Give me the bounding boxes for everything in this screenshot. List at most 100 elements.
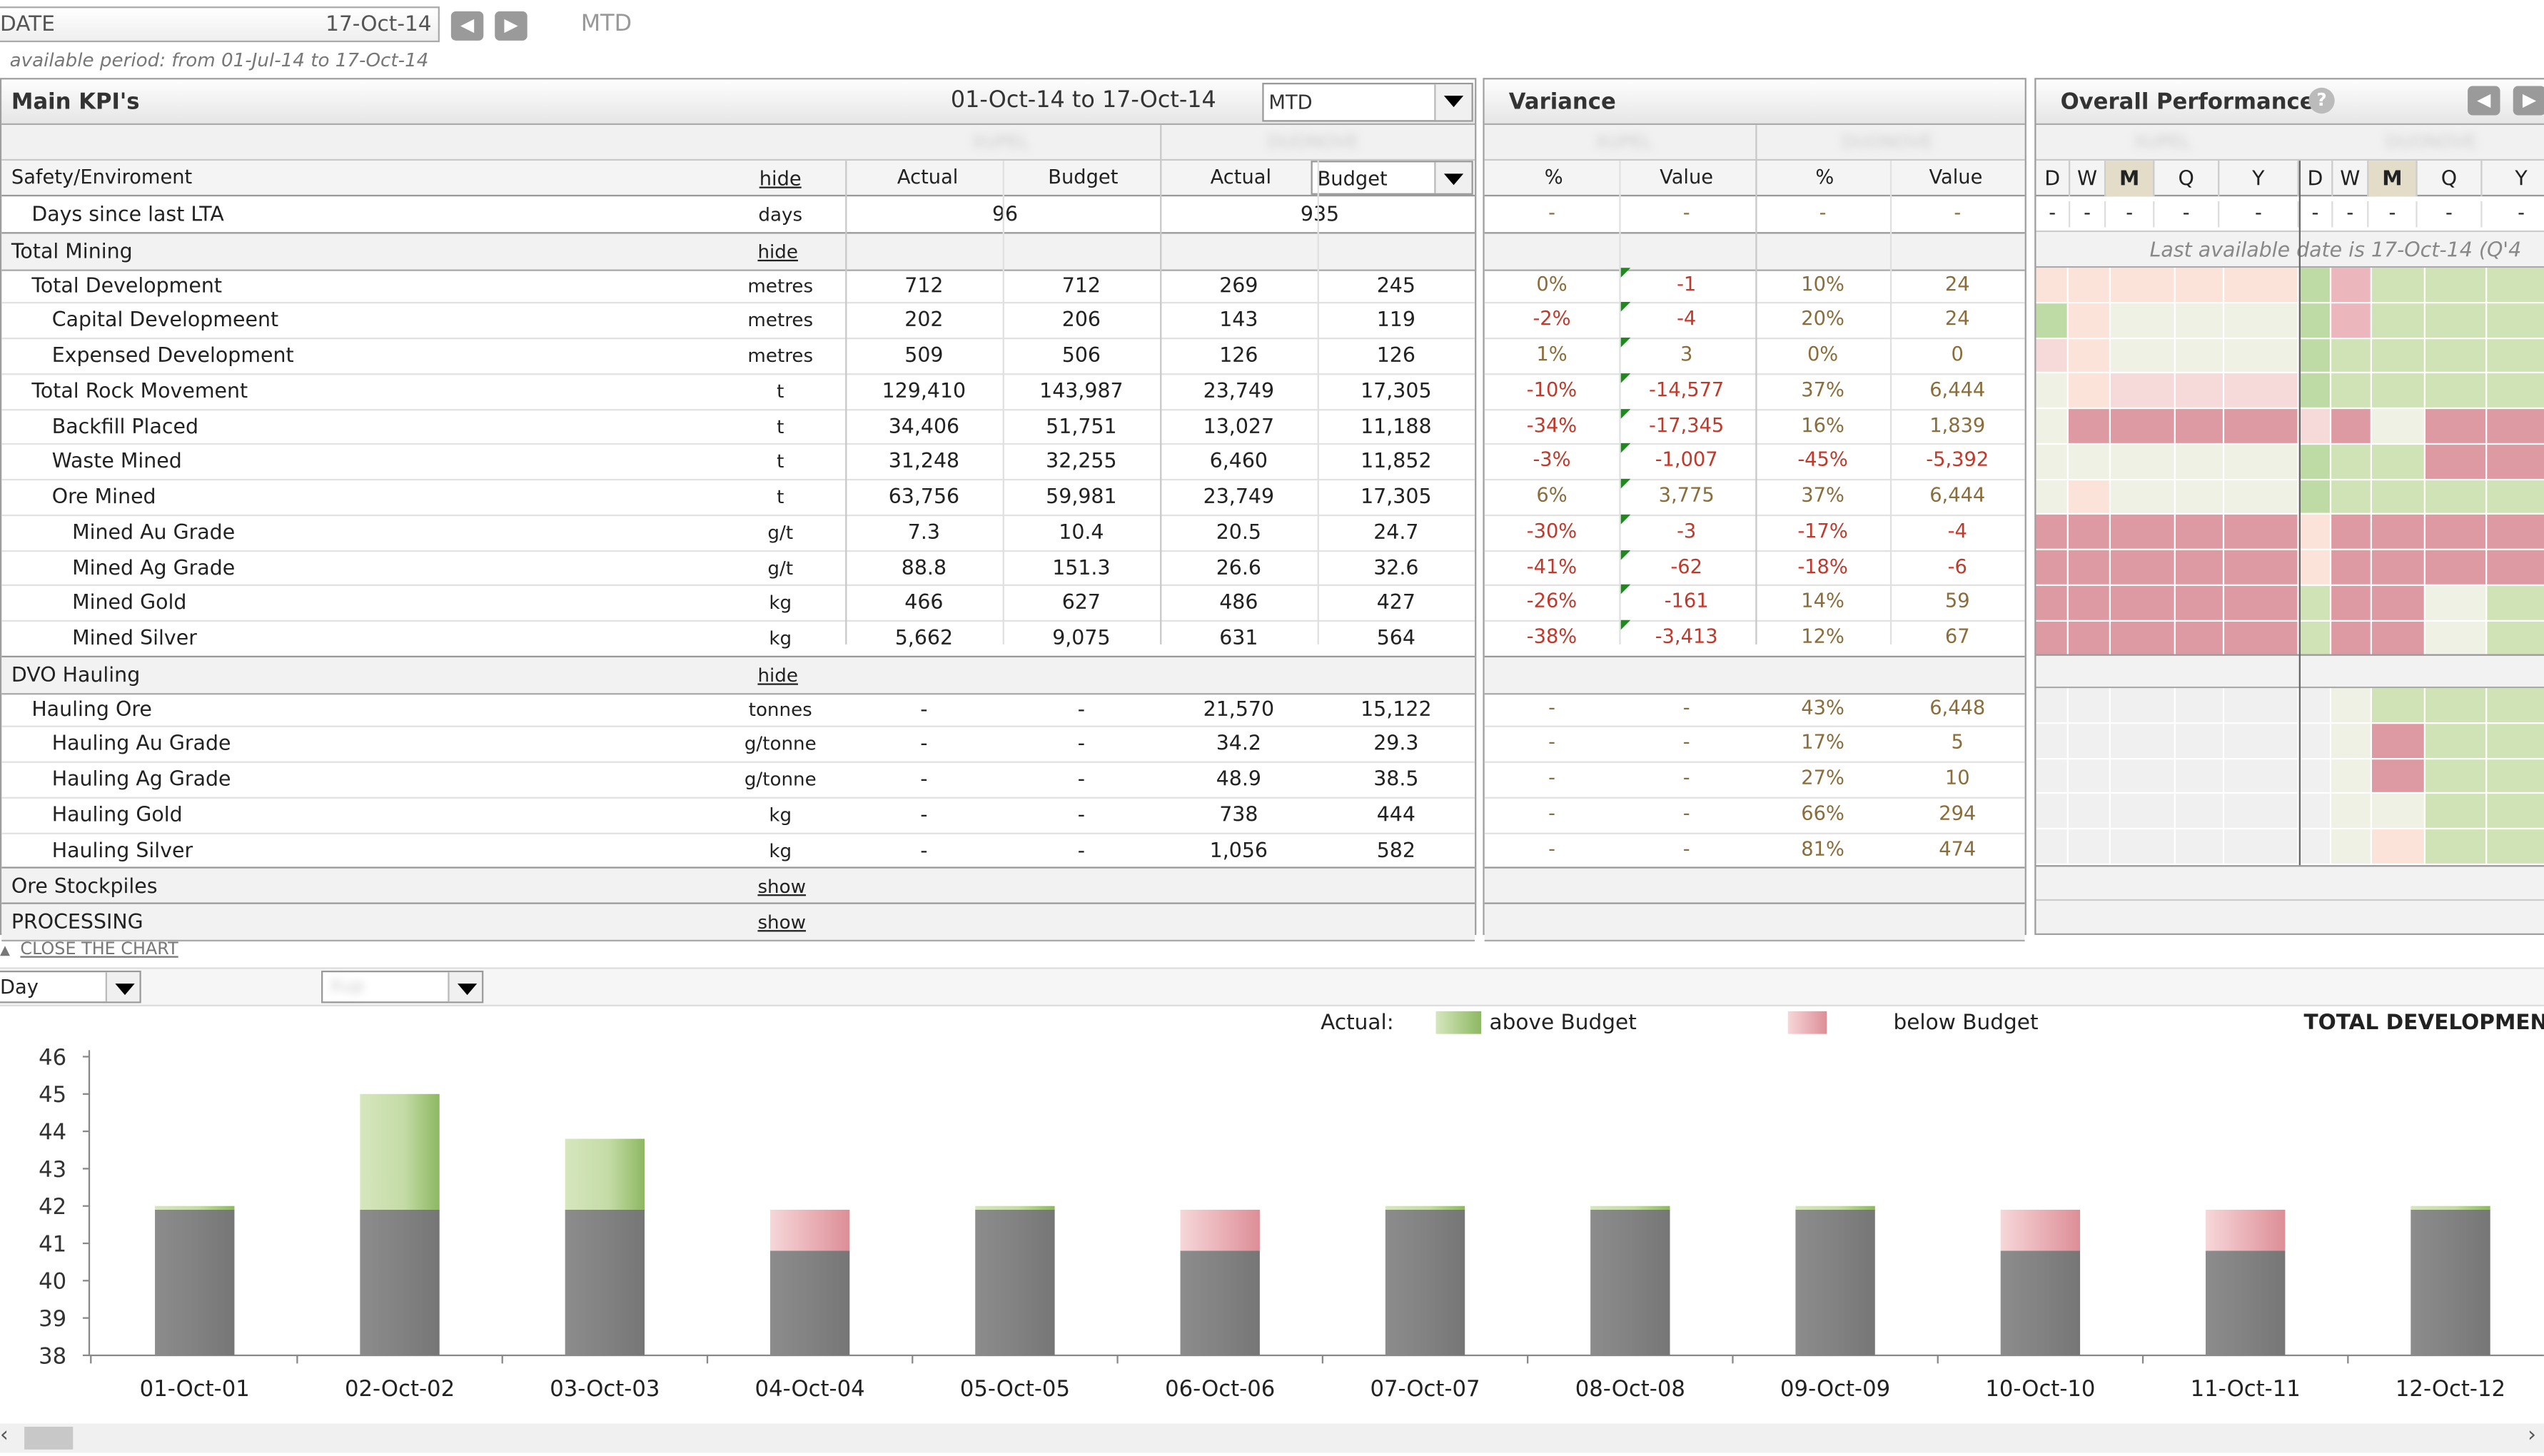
variance-cell: - xyxy=(1682,801,1690,824)
heat-cell xyxy=(2175,829,2225,865)
row-label: Mined Gold xyxy=(72,590,187,615)
heat-cell xyxy=(2298,829,2332,865)
heat-cell xyxy=(2036,585,2069,621)
perf-prev-button[interactable]: ◀ xyxy=(2468,86,2500,116)
value-cell: 712 xyxy=(1061,271,1101,297)
heat-cell xyxy=(2371,829,2426,865)
heat-cell xyxy=(2487,550,2544,586)
heat-cell xyxy=(2036,373,2069,410)
variance-cell: 3,775 xyxy=(1658,483,1715,507)
heat-cell xyxy=(2036,620,2069,657)
flag-marker xyxy=(1620,514,1631,524)
heat-cell xyxy=(2425,759,2488,794)
date-box[interactable]: DATE 17-Oct-14 xyxy=(0,6,440,43)
value-cell: - xyxy=(920,801,928,826)
heat-cell xyxy=(2371,480,2426,515)
variance-cell: -14,577 xyxy=(1649,378,1725,401)
value-cell: 63,756 xyxy=(888,483,960,508)
variance-cell: 0 xyxy=(1951,342,1964,365)
period-tab-y[interactable]: Y xyxy=(2219,161,2299,197)
help-icon[interactable]: ? xyxy=(2308,87,2335,114)
period-tab-w[interactable]: W xyxy=(2333,161,2369,197)
value-cell: 151.3 xyxy=(1052,554,1111,579)
kpi-date-range: 01-Oct-14 to 17-Oct-14 xyxy=(950,87,1216,114)
variance-row: - - 81% 474 xyxy=(1484,832,2025,869)
period-tab-q[interactable]: Q xyxy=(2418,161,2483,197)
variance-row: -38% -3,413 12% 67 xyxy=(1484,620,2025,657)
heat-cell xyxy=(2175,688,2225,724)
section-toggle[interactable]: hide xyxy=(757,663,798,687)
heat-cell xyxy=(2371,759,2426,794)
horizontal-scrollbar[interactable]: ‹ › xyxy=(0,1423,2544,1453)
scroll-right-icon[interactable]: › xyxy=(2528,1423,2537,1448)
scroll-thumb[interactable] xyxy=(24,1427,74,1450)
period-tab-m[interactable]: M xyxy=(2368,161,2418,197)
heat-cell xyxy=(2175,303,2225,339)
heat-cell xyxy=(2175,338,2225,374)
section-row xyxy=(1484,231,2025,271)
variance-row: -3% -1,007 -45% -5,392 xyxy=(1484,443,2025,481)
row-label: Ore Stockpiles xyxy=(11,874,158,899)
period-tab-m[interactable]: M xyxy=(2106,161,2155,197)
period-select[interactable]: MTD xyxy=(1262,82,1473,122)
period-tab-d[interactable]: D xyxy=(2036,161,2071,197)
site-select[interactable]: Xup xyxy=(321,970,484,1003)
heat-cell xyxy=(2331,620,2372,657)
unit-label: g/t xyxy=(767,520,794,544)
value-cell: 582 xyxy=(1376,836,1415,861)
variance-cell: 43% xyxy=(1801,695,1844,719)
close-chart-link[interactable]: ▲ CLOSE THE CHART xyxy=(0,939,178,960)
heat-cell xyxy=(2487,409,2544,445)
heat-cell xyxy=(2224,515,2299,550)
col-budget-1: Budget xyxy=(1048,165,1119,188)
value-cell: 29.3 xyxy=(1373,730,1419,756)
heat-cell xyxy=(2111,338,2176,374)
section-toggle[interactable]: hide xyxy=(757,240,798,263)
variance-cell: 12% xyxy=(1801,625,1844,648)
prev-date-button[interactable]: ◀ xyxy=(450,11,484,41)
variance-cell: -5,392 xyxy=(1926,448,1989,472)
heat-cell xyxy=(2111,268,2176,303)
heat-cell xyxy=(2224,409,2299,445)
perf-cell: - xyxy=(2219,201,2299,228)
period-tab-w[interactable]: W xyxy=(2070,161,2106,197)
date-value[interactable]: 17-Oct-14 xyxy=(325,13,432,38)
row-label: Mined Ag Grade xyxy=(72,554,236,579)
flag-marker xyxy=(1620,373,1631,383)
table-row: Capital Developmeent metres 202 206 143 119 xyxy=(1,303,1475,340)
heat-cell xyxy=(2425,550,2488,586)
bar-base xyxy=(2000,1250,2081,1355)
variance-cell: 5 xyxy=(1951,730,1964,754)
period-tab-q[interactable]: Q xyxy=(2154,161,2220,197)
variance-cell: -26% xyxy=(1526,590,1578,612)
section-toggle[interactable]: show xyxy=(757,910,807,934)
heat-cell xyxy=(2068,409,2111,445)
next-date-button[interactable]: ▶ xyxy=(495,11,528,41)
legend-above-swatch xyxy=(1435,1011,1482,1034)
budget-select[interactable]: Budget xyxy=(1311,161,1473,195)
site-header-row: XUPEL DUONOVE xyxy=(1,125,1475,161)
heat-cell xyxy=(2487,338,2544,374)
variance-cell: 1% xyxy=(1536,342,1568,365)
value-cell: 143,987 xyxy=(1039,378,1124,403)
value-cell: 10.4 xyxy=(1059,519,1104,544)
bar-below-budget xyxy=(1180,1209,1260,1251)
scroll-left-icon[interactable]: ‹ xyxy=(0,1423,9,1448)
heat-cell xyxy=(2068,585,2111,621)
variance-cell: -41% xyxy=(1526,554,1578,577)
period-tab-y[interactable]: Y xyxy=(2483,161,2544,196)
value-cell: 202 xyxy=(904,307,944,332)
period-tab-d[interactable]: D xyxy=(2299,161,2333,197)
perf-next-button[interactable]: ▶ xyxy=(2513,86,2544,116)
toggle-safety[interactable]: hide xyxy=(759,167,802,191)
variance-row: - - 66% 294 xyxy=(1484,797,2025,834)
heat-cell xyxy=(2487,515,2544,550)
unit-label: days xyxy=(758,203,803,226)
heat-cell xyxy=(2298,444,2332,480)
variance-cell: -2% xyxy=(1533,307,1571,330)
section-toggle[interactable]: show xyxy=(757,875,807,899)
flag-marker xyxy=(1620,620,1631,630)
heat-cell xyxy=(2331,759,2372,794)
value-cell: 17,305 xyxy=(1361,483,1432,508)
granularity-select[interactable]: Day xyxy=(0,970,141,1003)
